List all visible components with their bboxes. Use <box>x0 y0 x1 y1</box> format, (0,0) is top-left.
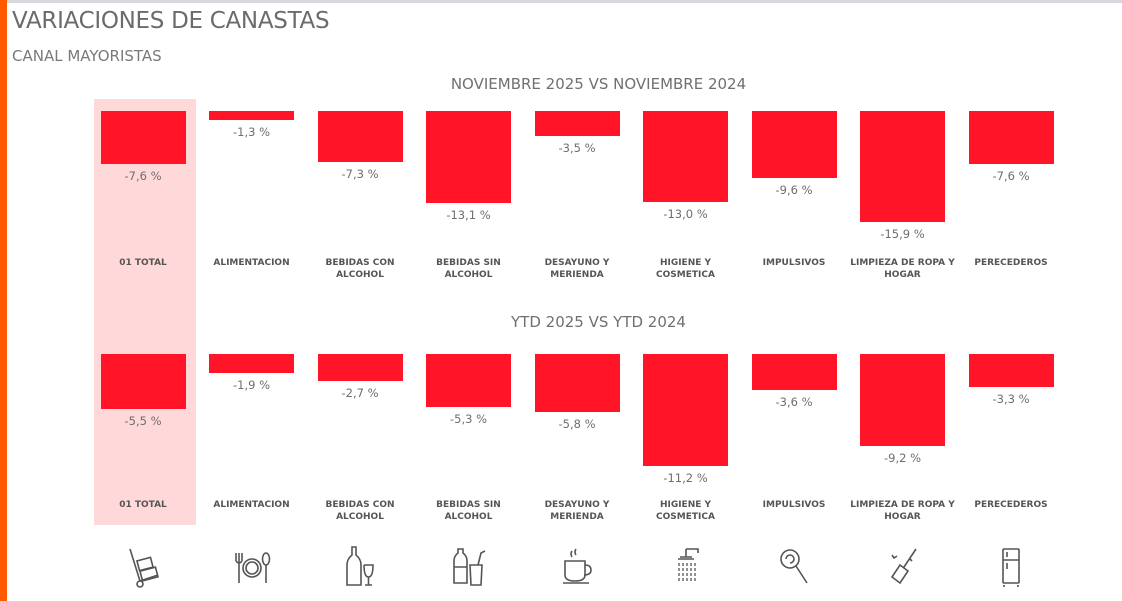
category-label: DESAYUNO Y MERIENDA <box>544 500 610 522</box>
category-label: 01 TOTAL <box>119 258 167 268</box>
data-label: -13,0 % <box>663 207 708 221</box>
data-label: -1,9 % <box>232 378 271 392</box>
category-label: 01 TOTAL <box>119 500 167 510</box>
fork-plate-spoon-icon <box>227 543 277 591</box>
category-label: ALIMENTACION <box>213 500 290 510</box>
data-label: -9,2 % <box>883 451 922 465</box>
wine-bottle-glass-icon <box>335 543 385 591</box>
data-label: -2,7 % <box>341 386 379 400</box>
bar[interactable] <box>317 354 403 381</box>
category-label: BEBIDAS CON ALCOHOL <box>325 258 395 280</box>
data-label: -11,2 % <box>663 471 708 485</box>
bar[interactable] <box>426 111 511 203</box>
data-label: -5,8 % <box>558 417 596 431</box>
refrigerator-icon <box>986 543 1036 591</box>
bar[interactable] <box>209 354 294 373</box>
total-highlight <box>94 99 196 525</box>
category-label: PERECEDEROS <box>974 258 1048 268</box>
accent-bar <box>0 0 7 601</box>
category-label: DESAYUNO Y MERIENDA <box>544 258 610 280</box>
chart-title-ytd: YTD 2025 VS YTD 2024 <box>511 313 686 331</box>
bar[interactable] <box>317 111 403 163</box>
bar[interactable] <box>751 354 837 390</box>
category-label: BEBIDAS CON ALCOHOL <box>325 500 395 522</box>
data-label: -3,5 % <box>558 140 596 155</box>
broom-sparkle-icon <box>878 543 928 591</box>
bar[interactable] <box>100 354 186 409</box>
bar[interactable] <box>968 354 1054 387</box>
category-label: IMPULSIVOS <box>762 258 826 268</box>
soda-bottle-cup-icon <box>444 543 494 591</box>
bar[interactable] <box>860 354 945 446</box>
bar[interactable] <box>643 111 728 202</box>
hand-truck-icon <box>118 543 168 591</box>
lollipop-icon <box>769 543 819 591</box>
bar[interactable] <box>534 354 620 412</box>
category-label: PERECEDEROS <box>974 500 1048 510</box>
shower-icon <box>661 543 711 591</box>
bar[interactable] <box>534 111 620 136</box>
data-label: -1,3 % <box>232 125 271 140</box>
bar[interactable] <box>100 111 186 165</box>
bar[interactable] <box>860 111 945 223</box>
category-label: BEBIDAS SIN ALCOHOL <box>436 500 501 522</box>
data-label: -5,3 % <box>449 412 488 426</box>
bar[interactable] <box>209 111 294 121</box>
category-label: LIMPIEZA DE ROPA Y HOGAR <box>850 500 955 522</box>
bar[interactable] <box>643 354 728 466</box>
top-border <box>0 0 1122 3</box>
category-label: LIMPIEZA DE ROPA Y HOGAR <box>850 258 955 280</box>
data-label: -7,3 % <box>341 167 379 182</box>
data-label: -9,6 % <box>775 183 813 198</box>
coffee-cup-icon <box>552 543 602 591</box>
data-label: -5,5 % <box>124 414 162 428</box>
category-label: IMPULSIVOS <box>762 500 826 510</box>
bar[interactable] <box>968 111 1054 165</box>
data-label: -3,6 % <box>775 395 813 409</box>
bar[interactable] <box>751 111 837 179</box>
data-label: -3,3 % <box>992 392 1030 406</box>
data-label: -7,6 % <box>124 169 162 184</box>
bar[interactable] <box>426 354 511 407</box>
category-label: ALIMENTACION <box>213 258 290 268</box>
data-label: -15,9 % <box>880 227 925 242</box>
page-subtitle: CANAL MAYORISTAS <box>12 47 162 65</box>
chart-title-month: NOVIEMBRE 2025 VS NOVIEMBRE 2024 <box>450 75 747 93</box>
data-label: -13,1 % <box>446 207 491 222</box>
category-label: BEBIDAS SIN ALCOHOL <box>436 258 501 280</box>
data-label: -7,6 % <box>992 169 1030 184</box>
category-label: HIGIENE Y COSMETICA <box>656 500 715 522</box>
page-title: VARIACIONES DE CANASTAS <box>12 8 330 34</box>
category-label: HIGIENE Y COSMETICA <box>656 258 715 280</box>
